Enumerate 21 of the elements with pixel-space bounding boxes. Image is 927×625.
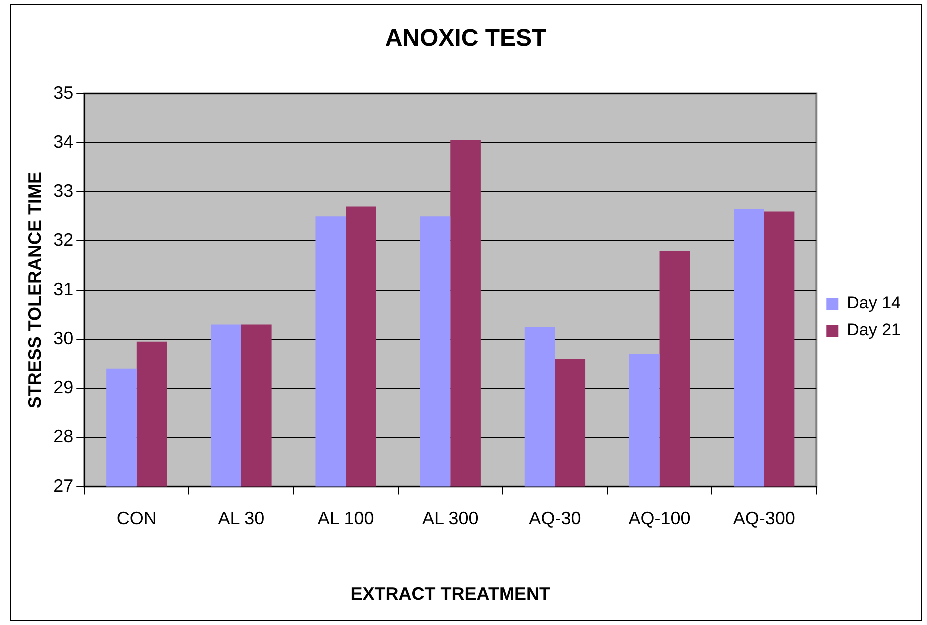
y-axis-title: STRESS TOLERANCE TIME <box>24 172 45 409</box>
y-tick-label: 27 <box>54 476 74 496</box>
x-tick-label: CON <box>116 508 157 529</box>
x-axis-title: EXTRACT TREATMENT <box>350 584 550 604</box>
y-tick-label: 34 <box>54 132 74 152</box>
x-tick-label: AL 300 <box>422 508 479 529</box>
y-tick-label: 31 <box>54 279 74 300</box>
x-tick-label: AL 30 <box>218 508 265 529</box>
x-tick-label: AQ-100 <box>628 508 691 529</box>
y-tick-label: 30 <box>54 328 74 348</box>
legend-label: Day 21 <box>847 320 902 340</box>
y-tick-label: 33 <box>54 181 74 202</box>
x-tick-label: AL 100 <box>318 508 374 529</box>
chart-title: ANOXIC TEST <box>385 25 548 52</box>
x-tick-label: AQ-300 <box>733 508 796 529</box>
y-tick-label: 28 <box>54 426 74 447</box>
y-tick-label: 35 <box>54 82 74 103</box>
legend-label: Day 14 <box>847 294 902 313</box>
y-tick-label: 29 <box>54 378 74 398</box>
x-tick-label: AQ-30 <box>529 508 582 529</box>
y-tick-label: 32 <box>54 230 74 250</box>
